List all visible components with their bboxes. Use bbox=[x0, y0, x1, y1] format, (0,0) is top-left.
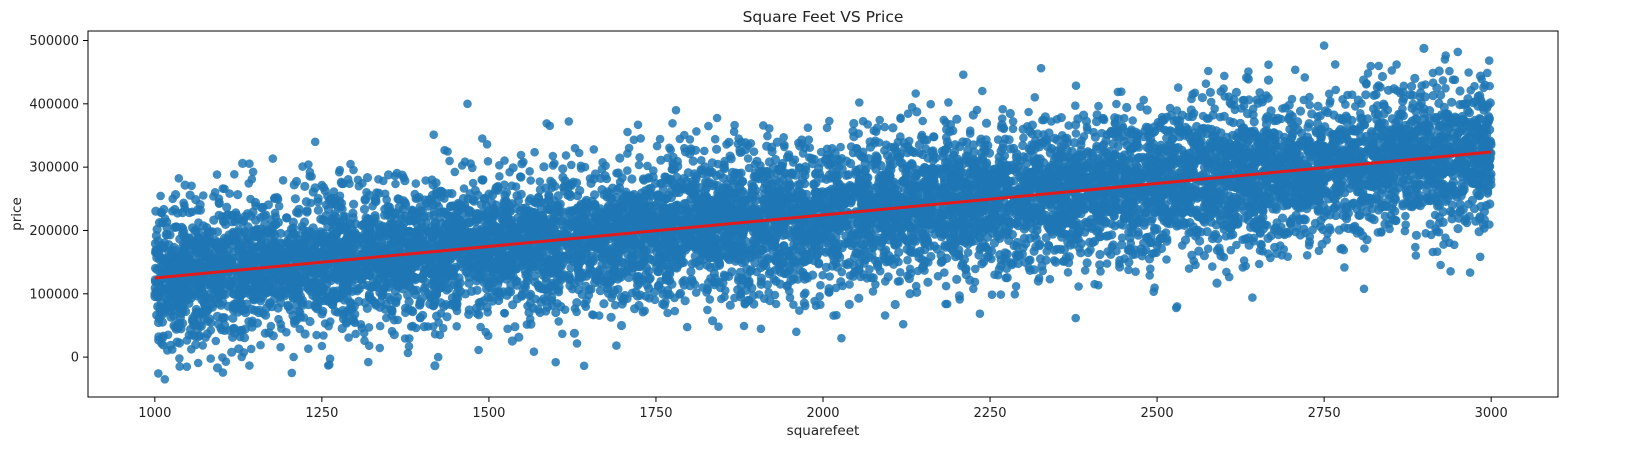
scatter-point-outlier bbox=[1319, 41, 1329, 50]
x-tick-label: 2250 bbox=[973, 406, 1006, 421]
y-tick-label: 400000 bbox=[29, 97, 79, 112]
y-tick-label: 300000 bbox=[29, 161, 79, 176]
scatter-point-outlier bbox=[551, 357, 560, 367]
scatter-point-fringe bbox=[154, 51, 1494, 378]
scatter-point-outlier bbox=[792, 327, 801, 337]
x-tick-label: 1750 bbox=[639, 406, 672, 421]
scatter-point-outlier bbox=[671, 105, 681, 115]
regression-line bbox=[154, 150, 1492, 280]
scatter-point-outlier bbox=[1453, 47, 1463, 57]
scatter-point-outlier bbox=[160, 375, 170, 384]
scatter-points bbox=[150, 41, 1496, 384]
scatter-point-outlier bbox=[463, 99, 472, 109]
x-axis: 1000 1250 1500 1750 2000 2250 2500 2750 3000 bbox=[138, 397, 1508, 421]
x-tick-label: 2750 bbox=[1308, 406, 1341, 421]
y-tick-label: 100000 bbox=[29, 287, 79, 302]
x-tick-label: 1250 bbox=[305, 406, 338, 421]
scatter-point-outlier bbox=[310, 137, 320, 147]
y-tick-label: 0 bbox=[71, 351, 79, 366]
x-tick-label: 1500 bbox=[472, 406, 505, 421]
scatter-point-outlier bbox=[1172, 302, 1182, 311]
scatter-point-outlier bbox=[959, 70, 968, 79]
scatter-point-outlier bbox=[287, 368, 297, 378]
x-tick-label: 3000 bbox=[1475, 406, 1508, 421]
y-axis-title: price bbox=[9, 197, 25, 231]
y-tick-label: 500000 bbox=[29, 34, 79, 49]
y-axis: 0 100000 200000 300000 400000 500000 bbox=[29, 34, 88, 366]
x-axis-title: squarefeet bbox=[787, 423, 860, 439]
scatter-point-outlier bbox=[898, 319, 908, 329]
y-tick-label: 200000 bbox=[29, 224, 79, 239]
x-tick-label: 2000 bbox=[806, 406, 839, 421]
x-tick-label: 1000 bbox=[138, 406, 171, 421]
chart-title: Square Feet VS Price bbox=[743, 8, 904, 26]
x-tick-label: 2500 bbox=[1141, 406, 1174, 421]
